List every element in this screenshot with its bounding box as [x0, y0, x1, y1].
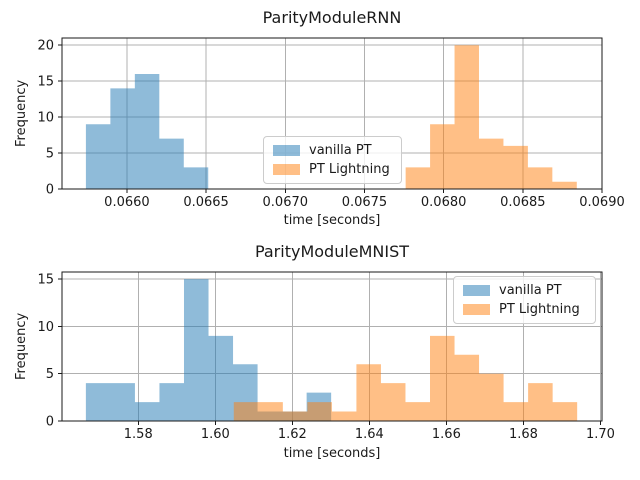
x-tick-label: 1.62: [278, 427, 307, 442]
x-tick-label: 0.0675: [342, 195, 388, 210]
x-tick-label: 0.0690: [579, 195, 625, 210]
y-tick-label: 20: [37, 39, 54, 54]
y-tick-label: 15: [37, 273, 54, 288]
legend-swatch-vanilla-pt: [463, 285, 490, 296]
x-axis-label-mnist: time [seconds]: [283, 446, 381, 461]
legend-label-pt-lightning: PT Lightning: [499, 302, 580, 317]
x-tick-label: 1.68: [509, 427, 538, 442]
y-tick-label: 0: [46, 415, 54, 430]
legend-label-vanilla-pt: vanilla PT: [499, 283, 562, 298]
y-tick-label: 5: [46, 147, 54, 162]
legend-item-vanilla-pt: vanilla PT: [273, 144, 392, 157]
y-tick-label: 15: [37, 75, 54, 90]
y-tick-label: 10: [37, 320, 54, 335]
legend-item-pt-lightning: PT Lightning: [463, 303, 586, 316]
y-axis-label-rnn: Frequency: [14, 79, 29, 148]
y-axis-label-mnist: Frequency: [14, 312, 29, 381]
axes-spines: [61, 271, 603, 422]
legend-rnn: vanilla PT PT Lightning: [263, 136, 402, 184]
legend-swatch-pt-lightning: [463, 304, 490, 315]
x-tick-label: 1.66: [432, 427, 461, 442]
x-tick-label: 0.0680: [421, 195, 467, 210]
legend-swatch-vanilla-pt: [273, 145, 300, 156]
x-tick-label: 0.0660: [104, 195, 150, 210]
y-tick-label: 0: [46, 183, 54, 198]
legend-label-pt-lightning: PT Lightning: [309, 162, 390, 177]
histogram-vanilla-pt: [85, 73, 209, 189]
x-tick-label: 1.58: [124, 427, 153, 442]
legend-label-vanilla-pt: vanilla PT: [309, 143, 372, 158]
x-tick-label: 1.64: [355, 427, 384, 442]
histogram-pt-lightning: [405, 45, 577, 189]
axes-spines: [61, 37, 603, 190]
y-tick-label: 5: [46, 367, 54, 382]
x-tick-label: 1.70: [586, 427, 615, 442]
histogram-vanilla-pt: [85, 279, 332, 421]
histogram-pt-lightning: [233, 335, 578, 421]
legend-item-vanilla-pt: vanilla PT: [463, 284, 586, 297]
x-axis-label-rnn: time [seconds]: [283, 213, 381, 228]
chart-title-rnn: ParityModuleRNN: [262, 8, 402, 27]
y-tick-label: 10: [37, 111, 54, 126]
chart-title-mnist: ParityModuleMNIST: [254, 242, 410, 261]
legend-mnist: vanilla PT PT Lightning: [453, 276, 596, 324]
legend-swatch-pt-lightning: [273, 164, 300, 175]
x-tick-label: 0.0670: [263, 195, 309, 210]
x-tick-label: 0.0665: [183, 195, 229, 210]
legend-item-pt-lightning: PT Lightning: [273, 163, 392, 176]
x-tick-label: 0.0685: [500, 195, 546, 210]
x-tick-label: 1.60: [201, 427, 230, 442]
